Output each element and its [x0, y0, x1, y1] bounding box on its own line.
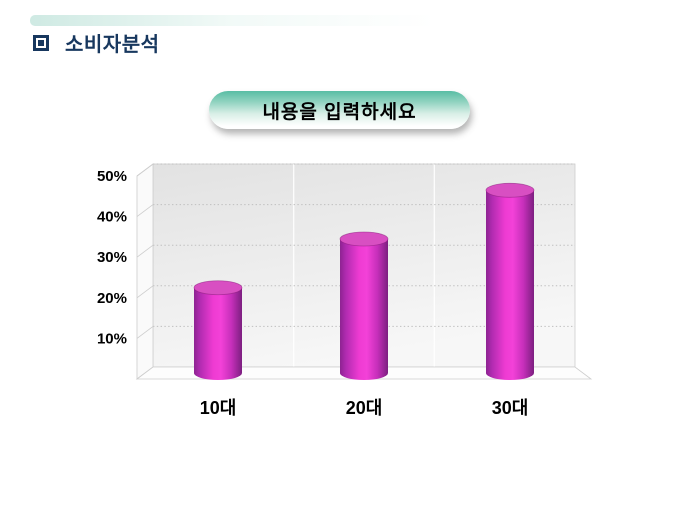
content-placeholder-button[interactable]: 내용을 입력하세요: [209, 91, 470, 129]
cylinder-top-30대: [485, 182, 535, 198]
cylinder-body-30대: [486, 190, 534, 373]
slide-title: 소비자분석: [65, 34, 160, 56]
cylinder-top-10대: [193, 280, 243, 296]
category-label-30대: 30대: [492, 398, 529, 418]
square-bullet-inner: [38, 39, 44, 46]
cylinder-body-10대: [194, 287, 242, 373]
ytick-label-10%: 10%: [97, 330, 127, 347]
left-wall-tick-40: [136, 204, 154, 217]
category-label-20대: 20대: [346, 398, 383, 418]
chart-left-wall: [136, 163, 154, 380]
category-label-10대: 10대: [200, 398, 237, 418]
ytick-label-20%: 20%: [97, 290, 127, 307]
header-accent-bar: [30, 15, 480, 26]
left-wall-tick-50: [136, 163, 154, 177]
cylinder-top-20대: [339, 231, 389, 247]
cylinder-body-20대: [340, 239, 388, 373]
square-bullet-icon: [33, 34, 49, 51]
left-wall-tick-10: [136, 326, 154, 339]
left-wall-tick-20: [136, 285, 154, 299]
slide-title-row: 소비자분석: [33, 28, 160, 57]
ytick-label-30%: 30%: [97, 249, 127, 266]
ytick-label-40%: 40%: [97, 209, 127, 226]
ytick-label-50%: 50%: [97, 168, 127, 185]
left-wall-tick-30: [136, 244, 154, 258]
